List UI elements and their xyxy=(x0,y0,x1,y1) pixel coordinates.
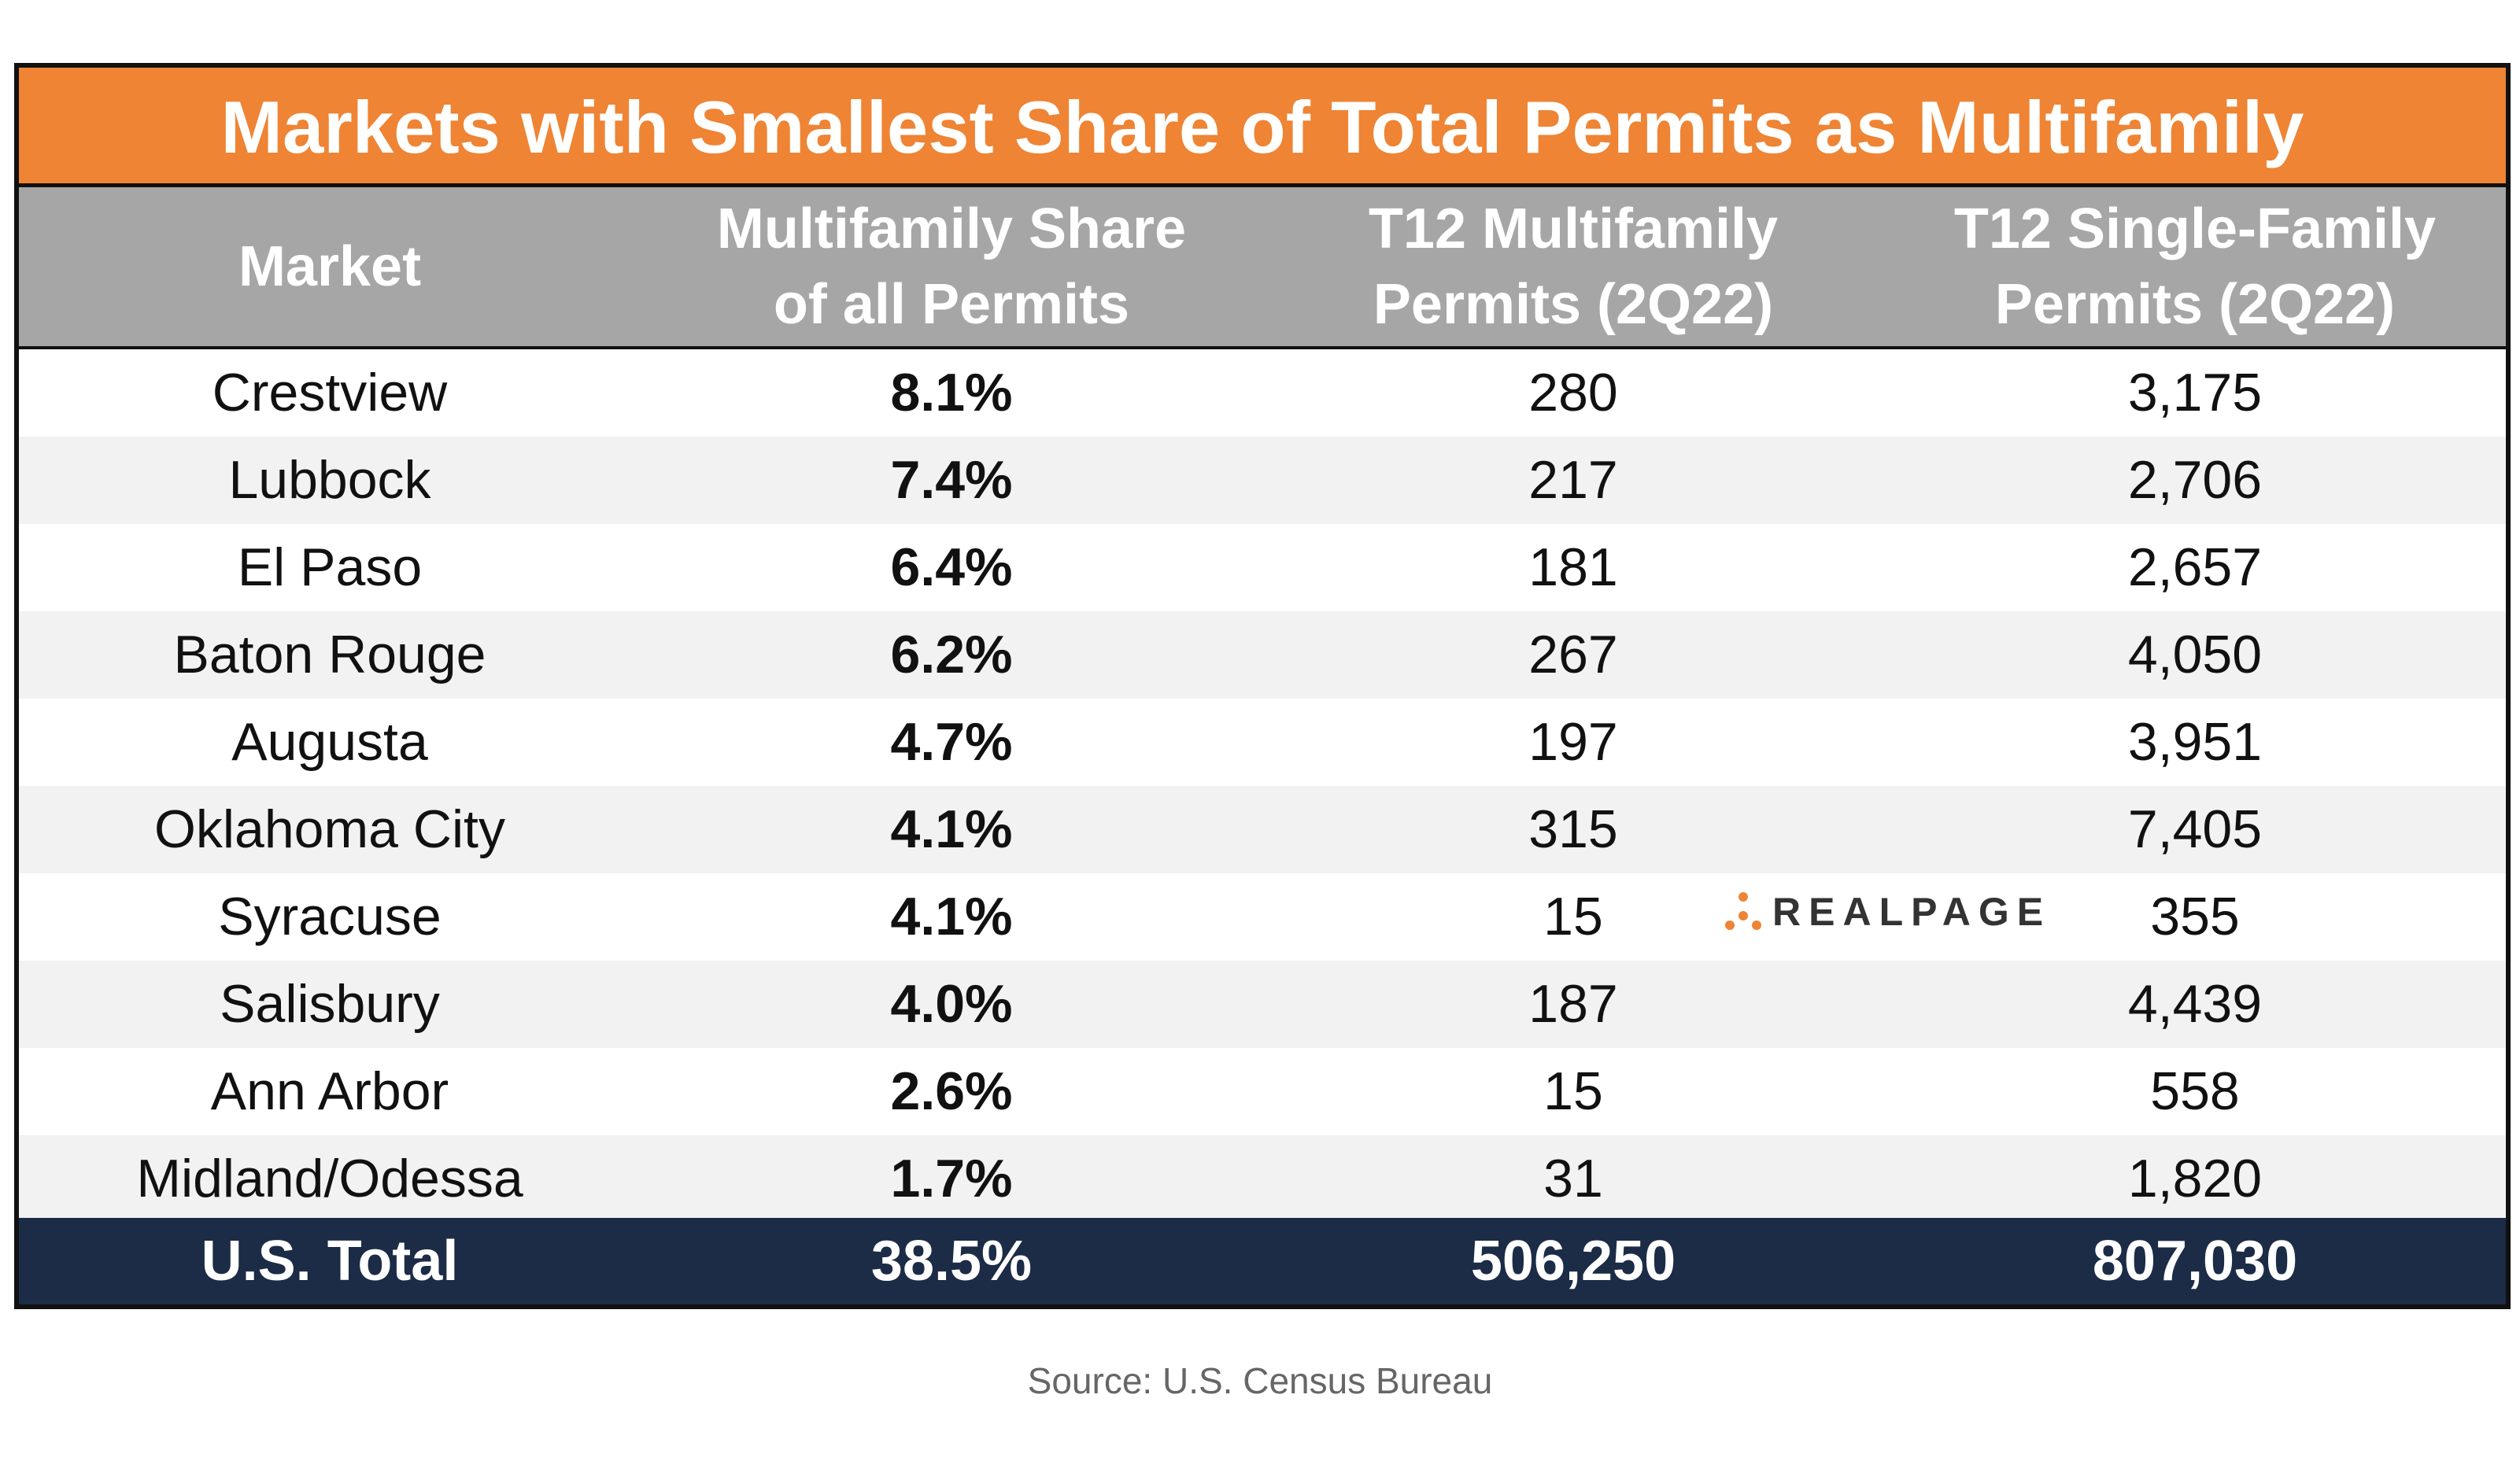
cell-multifamily-permits: 267 xyxy=(1528,625,1618,684)
header-share-line-1: Multifamily Share xyxy=(716,197,1187,260)
cell-multifamily-permits: 187 xyxy=(1528,974,1618,1034)
cell-multifamily-permits: 181 xyxy=(1528,537,1618,597)
header-share-line-2: of all Permits xyxy=(773,273,1130,336)
cell-share: 8.1% xyxy=(890,363,1013,422)
table-row: Syracuse 4.1% 15 355 xyxy=(19,873,2506,961)
cell-single-family-permits: 7,405 xyxy=(2127,799,2263,859)
cell-single-family-permits: 2,657 xyxy=(2127,537,2263,597)
header-multifamily-line-2: Permits (2Q22) xyxy=(1373,273,1774,336)
header-market-line-1: Market xyxy=(238,235,422,298)
cell-share: 1.7% xyxy=(890,1149,1013,1208)
header-row: Market Multifamily Share of all Permits … xyxy=(19,187,2506,349)
cell-market: Crestview xyxy=(212,363,448,422)
cell-market: Baton Rouge xyxy=(173,625,486,684)
cell-market: Ann Arbor xyxy=(210,1061,449,1121)
cell-share: 4.1% xyxy=(890,887,1013,946)
cell-single-family-permits: 355 xyxy=(2150,887,2240,946)
table-row: El Paso 6.4% 181 2,657 xyxy=(19,524,2506,611)
table-row: Ann Arbor 2.6% 15 558 xyxy=(19,1048,2506,1135)
cell-single-family-permits: 4,050 xyxy=(2127,625,2263,684)
cell-market: Lubbock xyxy=(228,450,431,510)
header-single-family-line-2: Permits (2Q22) xyxy=(1994,273,2396,336)
cell-single-family-permits: 3,951 xyxy=(2127,712,2263,772)
cell-share: 4.0% xyxy=(890,974,1013,1034)
permits-table: Markets with Smallest Share of Total Per… xyxy=(14,63,2511,1309)
cell-multifamily-permits: 280 xyxy=(1528,363,1618,422)
header-single-family-line-1: T12 Single-Family xyxy=(1953,197,2437,260)
cell-multifamily-permits: 315 xyxy=(1528,799,1618,859)
cell-market: Midland/Odessa xyxy=(136,1149,523,1208)
cell-share: 6.2% xyxy=(890,625,1013,684)
cell-share: 4.7% xyxy=(890,712,1013,772)
table-row: Oklahoma City 4.1% 315 7,405 xyxy=(19,786,2506,873)
cell-market: Salisbury xyxy=(220,974,440,1034)
header-share: Multifamily Share of all Permits xyxy=(641,187,1262,346)
cell-share: 2.6% xyxy=(890,1061,1013,1121)
table-row: Midland/Odessa 1.7% 31 1,820 xyxy=(19,1135,2506,1223)
realpage-logo-text: REALPAGE xyxy=(1772,890,2052,934)
total-single-family: 807,030 xyxy=(2092,1230,2298,1293)
cell-single-family-permits: 2,706 xyxy=(2127,450,2263,510)
cell-market: Augusta xyxy=(231,712,428,772)
cell-single-family-permits: 4,439 xyxy=(2127,974,2263,1034)
total-multifamily: 506,250 xyxy=(1470,1230,1676,1293)
cell-multifamily-permits: 15 xyxy=(1543,1061,1603,1121)
total-label: U.S. Total xyxy=(201,1230,459,1293)
header-multifamily-permits: T12 Multifamily Permits (2Q22) xyxy=(1262,187,1884,346)
cell-multifamily-permits: 217 xyxy=(1528,450,1618,510)
cell-share: 4.1% xyxy=(890,799,1013,859)
header-market: Market xyxy=(19,187,641,346)
table-row: Baton Rouge 6.2% 267 4,050 xyxy=(19,611,2506,699)
header-multifamily-line-1: T12 Multifamily xyxy=(1368,197,1779,260)
cell-single-family-permits: 1,820 xyxy=(2127,1149,2263,1208)
table-title: Markets with Smallest Share of Total Per… xyxy=(19,68,2506,187)
table-row: Crestview 8.1% 280 3,175 xyxy=(19,349,2506,437)
table-body: Crestview 8.1% 280 3,175 Lubbock 7.4% 217 2,706… xyxy=(19,349,2506,1223)
total-share: 38.5% xyxy=(870,1230,1033,1293)
source-note: Source: U.S. Census Bureau xyxy=(1027,1360,1493,1401)
cell-share: 7.4% xyxy=(890,450,1013,510)
table-row: Salisbury 4.0% 187 4,439 xyxy=(19,961,2506,1048)
cell-single-family-permits: 3,175 xyxy=(2127,363,2263,422)
table-row: Augusta 4.7% 197 3,951 xyxy=(19,699,2506,786)
cell-market: Syracuse xyxy=(218,887,442,946)
cell-multifamily-permits: 15 xyxy=(1543,887,1603,946)
realpage-logo: REALPAGE xyxy=(1724,884,2051,939)
cell-multifamily-permits: 197 xyxy=(1528,712,1618,772)
cell-multifamily-permits: 31 xyxy=(1543,1149,1603,1208)
header-single-family-permits: T12 Single-Family Permits (2Q22) xyxy=(1884,187,2506,346)
table-row: Lubbock 7.4% 217 2,706 xyxy=(19,437,2506,524)
cell-share: 6.4% xyxy=(890,537,1013,597)
total-row: U.S. Total 38.5% 506,250 807,030 xyxy=(19,1218,2506,1304)
cell-market: Oklahoma City xyxy=(154,799,505,859)
realpage-dots-icon xyxy=(1725,892,1761,930)
cell-market: El Paso xyxy=(237,537,423,597)
cell-single-family-permits: 558 xyxy=(2150,1061,2240,1121)
